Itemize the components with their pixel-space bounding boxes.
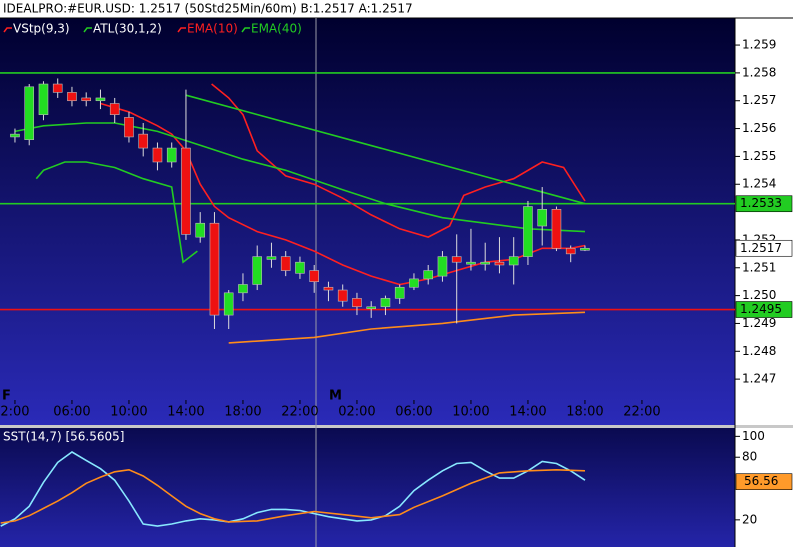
candle-body [323, 286, 334, 291]
price-label-box [735, 239, 793, 257]
candle-body [423, 270, 434, 280]
candle-body [494, 261, 505, 266]
x-tick-label: 18:00 [224, 405, 261, 420]
candle-body [138, 133, 149, 149]
candle-body [466, 261, 476, 265]
legend-marker [177, 27, 186, 33]
candle-body [352, 298, 362, 308]
y-tick-label: 1.258 [742, 65, 776, 79]
candle-body [209, 222, 220, 316]
candle-body [166, 147, 177, 163]
candle-body [10, 133, 20, 138]
x-tick-label: 22:00 [623, 405, 660, 420]
y-tick-label: 1.250 [742, 288, 776, 302]
candle-body [280, 256, 291, 271]
legend-marker [241, 27, 250, 33]
candle-body [24, 86, 35, 141]
y-tick-label: 1.248 [742, 344, 776, 358]
candle-body [580, 247, 590, 251]
y-tick-label: 1.254 [742, 177, 776, 191]
candle-body [366, 306, 377, 310]
candle-body [52, 83, 63, 93]
y-tick-label: 1.251 [742, 260, 776, 274]
indicator-line [185, 94, 586, 205]
y-tick-label: 1.257 [742, 93, 776, 107]
indicator-line [211, 83, 586, 238]
oscillator-title: SST(14,7) [56.5605] [3, 430, 124, 444]
price-label-box [735, 301, 793, 318]
candle-body [181, 147, 191, 235]
indicator-line [100, 102, 586, 286]
candle-body [95, 97, 106, 102]
y-tick-label: 1.259 [742, 38, 776, 52]
legend-label: VStp(9,3) [13, 22, 70, 36]
y-tick-label: 20 [742, 512, 757, 526]
price-label: 1.2517 [740, 241, 782, 255]
candle-body [295, 261, 305, 274]
x-tick-label: 14:00 [167, 405, 204, 420]
candle-body [337, 289, 348, 302]
x-tick-label: 22:00 [281, 405, 318, 420]
indicator-line [35, 161, 198, 264]
y-tick-label: 1.256 [742, 121, 776, 135]
candle-body [437, 256, 448, 277]
oscillator-line [0, 468, 586, 524]
candle-body [152, 147, 163, 163]
x-tick-label: 06:00 [395, 405, 432, 420]
x-tick-label: 2:00 [0, 405, 29, 420]
candle-body [409, 278, 419, 288]
day-marker: M [329, 389, 342, 404]
candle-body [508, 256, 519, 266]
x-tick-label: 06:00 [53, 405, 90, 420]
candle-body [223, 292, 234, 316]
x-tick-label: 18:00 [566, 405, 603, 420]
x-tick-label: 10:00 [452, 405, 489, 420]
price-label-box [735, 195, 793, 213]
candle-body [38, 83, 49, 115]
y-tick-label: 1.247 [742, 372, 776, 386]
candle-body [109, 103, 120, 115]
y-tick-label: 1.249 [742, 316, 776, 330]
candle-body [67, 92, 77, 102]
candle-body [551, 209, 562, 249]
price-panel [0, 18, 735, 425]
candle-body [124, 117, 134, 138]
candle-body [451, 256, 462, 263]
panel-divider [0, 425, 793, 428]
candle-body [309, 270, 320, 282]
legend-label: EMA(10) [187, 22, 238, 36]
legend-marker [3, 27, 12, 33]
candle-body [238, 284, 248, 294]
x-tick-label: 02:00 [338, 405, 375, 420]
candle-body [266, 256, 277, 260]
candle-body [394, 286, 405, 299]
oscillator-panel [0, 428, 735, 547]
candle-body [81, 97, 92, 102]
y-tick-label: 80 [742, 450, 757, 464]
oscillator-line [0, 451, 586, 527]
x-tick-label: 14:00 [509, 405, 546, 420]
x-tick-label: 10:00 [110, 405, 147, 420]
candle-body [380, 298, 391, 308]
value-label: 56.56 [744, 474, 778, 488]
indicator-line [228, 311, 586, 344]
candle-body [195, 222, 206, 238]
price-label: 1.2533 [740, 196, 782, 210]
price-label: 1.2495 [740, 302, 782, 316]
day-marker: F [2, 389, 11, 404]
legend-label: EMA(40) [251, 22, 302, 36]
candle-body [523, 206, 533, 257]
legend-label: ATL(30,1,2) [93, 22, 162, 36]
header-title: IDEALPRO:#EUR.USD: 1.2517 (50Std25Min/60… [3, 2, 413, 16]
candle-body [537, 209, 548, 227]
y-tick-label: 100 [742, 429, 765, 443]
y-tick-label: 1.255 [742, 149, 776, 163]
value-label-box [735, 473, 793, 490]
legend-marker [83, 27, 92, 33]
candle-body [565, 247, 576, 255]
indicator-line [14, 122, 586, 233]
candle-body [480, 261, 491, 265]
candle-body [252, 256, 263, 285]
